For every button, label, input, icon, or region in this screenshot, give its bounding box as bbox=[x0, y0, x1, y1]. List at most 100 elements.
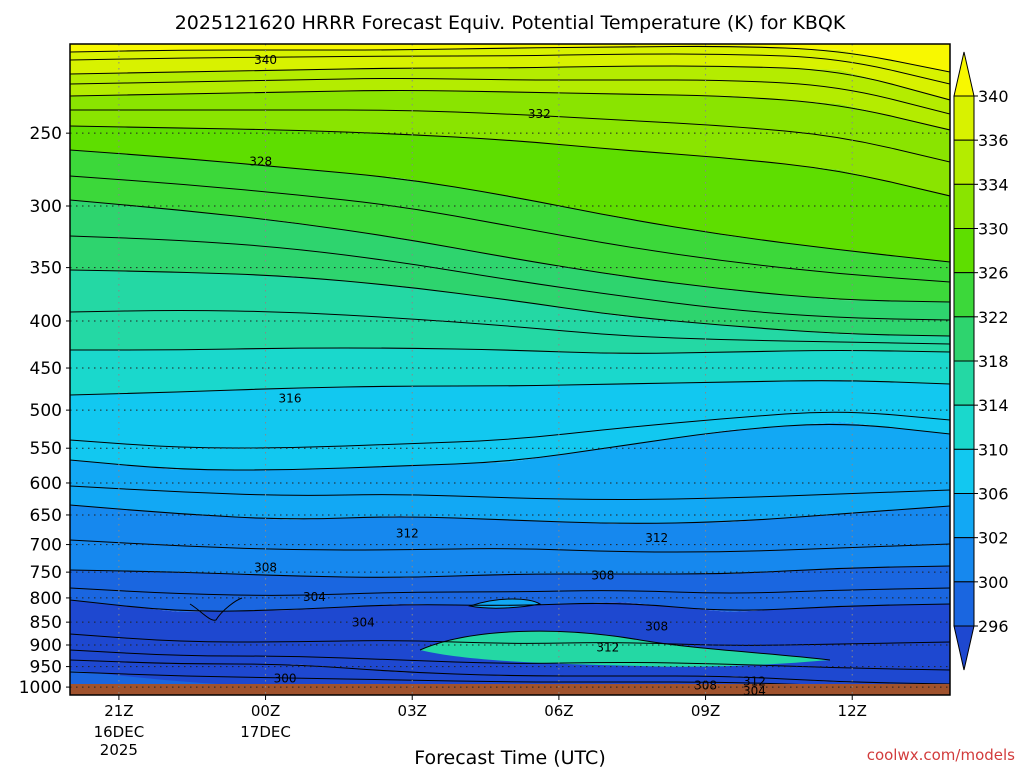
colorbar-label: 306 bbox=[978, 485, 1009, 504]
colorbar-cap-top bbox=[953, 51, 975, 97]
contour-label: 308 bbox=[254, 560, 277, 574]
colorbar-label: 314 bbox=[978, 396, 1009, 415]
contour-line bbox=[70, 649, 950, 671]
colorbar-box bbox=[953, 228, 975, 274]
contour-line bbox=[70, 89, 950, 131]
colorbar-label: 296 bbox=[978, 617, 1009, 636]
contour-line bbox=[189, 597, 243, 621]
contour-label: 332 bbox=[528, 107, 551, 121]
colorbar-box bbox=[953, 183, 975, 229]
contour-line bbox=[70, 65, 950, 101]
contour-line bbox=[70, 125, 950, 197]
color-band bbox=[70, 670, 380, 687]
contour-line bbox=[70, 149, 950, 263]
colorbar-label: 340 bbox=[978, 87, 1009, 106]
y-tick-label: 650 bbox=[30, 506, 62, 526]
contour-line bbox=[70, 380, 950, 396]
contour-line bbox=[468, 598, 542, 609]
contour-label: 328 bbox=[249, 154, 272, 168]
colorbar-label: 302 bbox=[978, 529, 1009, 548]
color-band bbox=[70, 270, 950, 354]
colorbar-box bbox=[953, 139, 975, 185]
contour-line bbox=[70, 45, 950, 73]
color-band bbox=[70, 505, 950, 578]
contour-line bbox=[70, 109, 950, 163]
contour-label: 308 bbox=[645, 619, 668, 633]
color-band bbox=[420, 631, 830, 667]
contour-label: 308 bbox=[694, 679, 717, 693]
contour-line bbox=[70, 199, 950, 303]
contour-line bbox=[70, 599, 950, 612]
colorbar-box bbox=[953, 272, 975, 318]
y-tick-label: 850 bbox=[30, 613, 62, 633]
contour-label: 316 bbox=[279, 391, 302, 405]
colorbar-label: 336 bbox=[978, 131, 1009, 150]
color-band bbox=[70, 126, 950, 262]
x-tick-label: 09Z bbox=[691, 702, 720, 720]
colorbar-box bbox=[953, 581, 975, 627]
contour-line bbox=[70, 53, 950, 85]
contour-label: 312 bbox=[645, 531, 668, 545]
contour-label: 300 bbox=[274, 672, 297, 686]
colorbar-label: 310 bbox=[978, 440, 1009, 459]
y-axis: 250 300 350 400 450 500 550 600 650 700 750 800 850 9… bbox=[19, 124, 70, 698]
contour-value-labels: 340 332 328 316 312 312 308 308 304 304 308 312 300 3… bbox=[249, 53, 766, 698]
colorbar-label: 322 bbox=[978, 308, 1009, 327]
contour-label: 308 bbox=[591, 568, 614, 582]
contour-line bbox=[70, 671, 950, 689]
contour-line bbox=[70, 78, 950, 115]
contour-line bbox=[70, 411, 950, 449]
contour-line bbox=[70, 423, 950, 471]
y-tick-label: 500 bbox=[30, 401, 62, 421]
contour-lines bbox=[70, 45, 950, 689]
contour-line bbox=[70, 347, 950, 354]
y-tick-label: 750 bbox=[30, 563, 62, 583]
contour-line bbox=[70, 587, 950, 596]
color-band bbox=[470, 599, 540, 609]
x-tick-date: 17DEC bbox=[240, 723, 291, 741]
colorbar-label: 330 bbox=[978, 220, 1009, 239]
x-tick-label: 12Z bbox=[838, 702, 867, 720]
y-tick-label: 700 bbox=[30, 536, 62, 556]
contour-line bbox=[70, 310, 950, 345]
y-tick-label: 250 bbox=[30, 124, 62, 144]
x-tick-label: 00Z bbox=[251, 702, 280, 720]
contour-line bbox=[70, 633, 950, 646]
colorbar-box bbox=[953, 95, 975, 141]
y-tick-label: 1000 bbox=[19, 678, 62, 698]
contour-line bbox=[70, 175, 950, 283]
colorbar-label: 300 bbox=[978, 573, 1009, 592]
y-tick-label: 350 bbox=[30, 259, 62, 279]
color-band bbox=[70, 566, 950, 612]
contour-line bbox=[419, 630, 831, 661]
plot-frame bbox=[69, 43, 951, 696]
x-tick-label: 03Z bbox=[398, 702, 427, 720]
color-band bbox=[70, 66, 950, 130]
contour-line bbox=[70, 539, 950, 553]
x-axis-label: Forecast Time (UTC) bbox=[414, 747, 605, 768]
contour-line bbox=[70, 235, 950, 321]
contour-label: 312 bbox=[396, 526, 419, 540]
colorbar-box bbox=[953, 316, 975, 362]
chart-title: 2025121620 HRRR Forecast Equiv. Potentia… bbox=[175, 12, 846, 34]
color-band bbox=[70, 348, 950, 395]
x-tick-label: 06Z bbox=[544, 702, 573, 720]
x-tick-label: 21Z bbox=[104, 702, 133, 720]
x-tick-date: 2025 bbox=[100, 741, 138, 759]
y-tick-label: 400 bbox=[30, 312, 62, 332]
grid-lines bbox=[70, 44, 950, 695]
color-bands bbox=[70, 44, 950, 695]
contour-label: 312 bbox=[596, 641, 619, 655]
colorbar-label: 334 bbox=[978, 175, 1009, 194]
contour-label: 304 bbox=[303, 590, 326, 604]
color-band bbox=[70, 44, 950, 72]
colorbar-label: 326 bbox=[978, 264, 1009, 283]
x-tick-date: 16DEC bbox=[94, 723, 145, 741]
colorbar: 340 336 334 330 326 322 318 314 310 306 302 300 296 bbox=[953, 51, 1009, 671]
contour-label: 312 bbox=[743, 675, 766, 689]
y-tick-label: 450 bbox=[30, 359, 62, 379]
y-tick-label: 300 bbox=[30, 197, 62, 217]
contour-line bbox=[70, 269, 950, 337]
